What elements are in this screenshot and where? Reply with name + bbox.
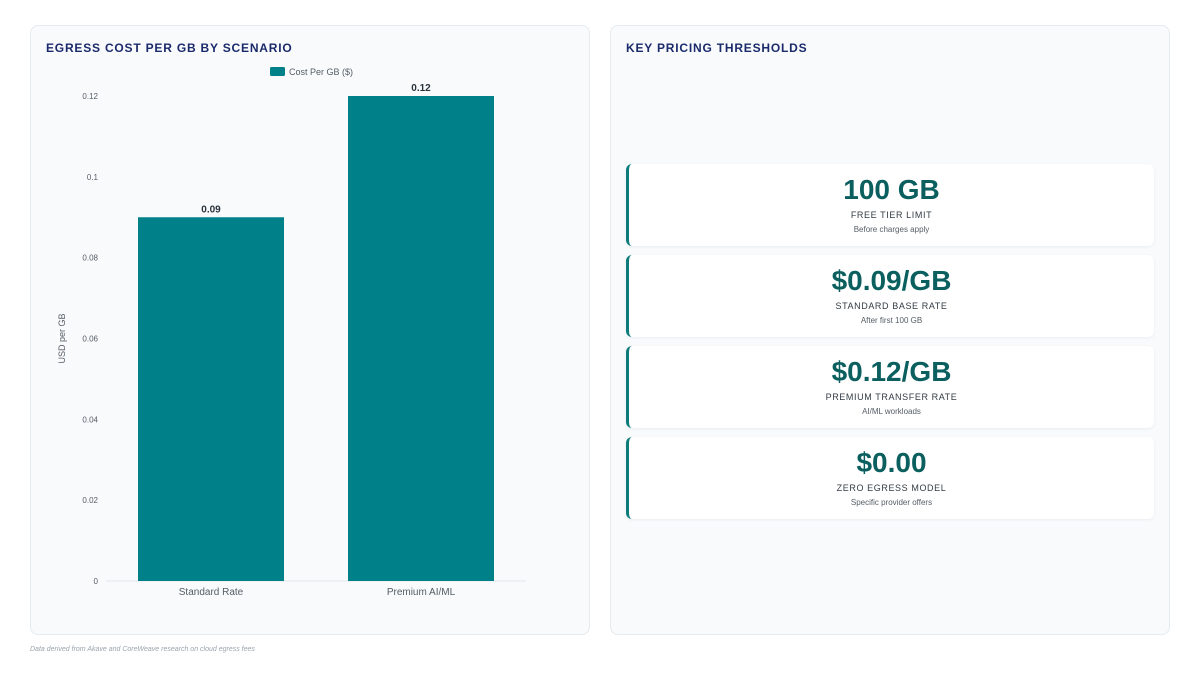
kpi-subtext: After first 100 GB bbox=[860, 316, 923, 325]
kpi-label: ZERO EGRESS MODEL bbox=[836, 483, 947, 493]
legend-label: Cost Per GB ($) bbox=[289, 67, 353, 77]
chart-panel: EGRESS COST PER GB BY SCENARIO 0 0.02 0.04… bbox=[30, 25, 590, 635]
bar-data-label: 0.12 bbox=[411, 83, 431, 94]
kpi-label: FREE TIER LIMIT bbox=[850, 210, 933, 220]
bar-data-label: 0.09 bbox=[201, 204, 221, 215]
footnote: Data derived from Akave and CoreWeave re… bbox=[30, 646, 255, 653]
kpi-card-standard-rate: $0.09/GB STANDARD BASE RATE After first … bbox=[626, 255, 1154, 337]
chart-title: EGRESS COST PER GB BY SCENARIO bbox=[46, 41, 293, 55]
legend-swatch bbox=[270, 67, 285, 76]
y-tick-label: 0.08 bbox=[82, 254, 98, 263]
y-tick-label: 0 bbox=[94, 577, 99, 586]
kpi-subtext: Specific provider offers bbox=[850, 498, 933, 507]
bar-standard-rate bbox=[138, 217, 284, 581]
kpi-subtext: Before charges apply bbox=[853, 225, 930, 234]
bar-premium-ai-ml bbox=[348, 96, 494, 581]
y-tick-label: 0.06 bbox=[82, 335, 98, 344]
kpi-card-zero-egress: $0.00 ZERO EGRESS MODEL Specific provide… bbox=[626, 437, 1154, 519]
kpi-value: $0.12/GB bbox=[831, 356, 952, 387]
kpi-panel: KEY PRICING THRESHOLDS 100 GB FREE TIER … bbox=[610, 25, 1170, 635]
kpi-label: STANDARD BASE RATE bbox=[835, 301, 948, 311]
y-tick-label: 0.12 bbox=[82, 92, 98, 101]
kpi-value: $0.09/GB bbox=[831, 265, 952, 296]
kpi-value: $0.00 bbox=[856, 447, 927, 478]
y-axis-label: USD per GB bbox=[57, 313, 67, 363]
kpi-card-free-tier: 100 GB FREE TIER LIMIT Before charges ap… bbox=[626, 164, 1154, 246]
kpi-card-premium-rate: $0.12/GB PREMIUM TRANSFER RATE AI/ML wor… bbox=[626, 346, 1154, 428]
y-tick-label: 0.02 bbox=[82, 496, 98, 505]
kpi-value: 100 GB bbox=[843, 174, 940, 205]
x-tick-label: Standard Rate bbox=[179, 587, 244, 598]
y-tick-label: 0.04 bbox=[82, 415, 98, 424]
kpi-subtext: AI/ML workloads bbox=[862, 407, 921, 416]
kpi-panel-title: KEY PRICING THRESHOLDS bbox=[626, 41, 808, 55]
kpi-label: PREMIUM TRANSFER RATE bbox=[825, 392, 958, 402]
bar-chart: 0 0.02 0.04 0.06 0.08 0.1 0.12 USD per GB 0.09 St… bbox=[57, 67, 526, 598]
x-tick-label: Premium AI/ML bbox=[387, 587, 456, 598]
y-tick-label: 0.1 bbox=[87, 173, 99, 182]
